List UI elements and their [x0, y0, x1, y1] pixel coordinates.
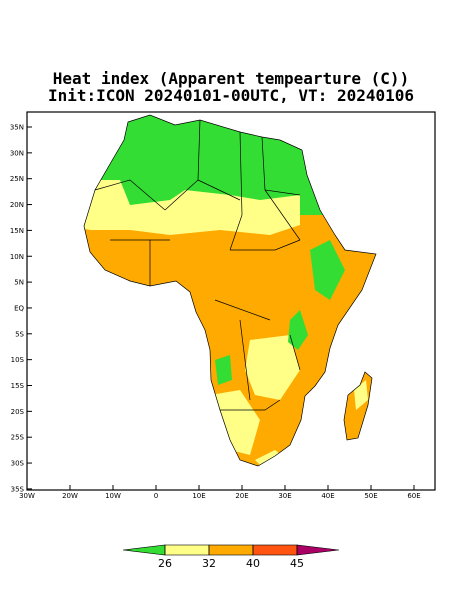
- colorbar-label: 32: [202, 557, 216, 570]
- colorbar-end: [296, 544, 340, 556]
- lon-label: 50E: [364, 492, 377, 500]
- lon-label: 10E: [192, 492, 205, 500]
- colorbar-label: 26: [158, 557, 172, 570]
- colorbar-label: 40: [246, 557, 260, 570]
- lat-label: 20N: [10, 201, 24, 209]
- lat-label: 25N: [10, 175, 24, 183]
- lon-label: 30E: [278, 492, 291, 500]
- map-frame: [26, 111, 436, 491]
- lat-label: 20S: [11, 408, 25, 416]
- lon-label: 20W: [62, 492, 78, 500]
- colorbar-end: [122, 544, 166, 556]
- lon-label: 0: [154, 492, 158, 500]
- colorbar-box: [164, 544, 210, 556]
- lon-label: 60E: [407, 492, 420, 500]
- lon-label: 30W: [19, 492, 35, 500]
- lat-label: 5S: [15, 330, 24, 338]
- lat-label: 5N: [14, 279, 24, 287]
- lon-label: 40E: [321, 492, 334, 500]
- lon-label: 20E: [235, 492, 248, 500]
- lat-label: 30N: [10, 149, 24, 157]
- title: Heat index (Apparent tempearture (C)): [53, 69, 409, 88]
- colorbar-box: [252, 544, 298, 556]
- lat-label: 10S: [11, 356, 25, 364]
- lat-label: 35S: [11, 485, 25, 493]
- africa-field: [84, 115, 376, 466]
- borders: [83, 114, 377, 467]
- lat-label: 25S: [11, 434, 25, 442]
- lat-label: 10N: [10, 253, 24, 261]
- lat-label: 30S: [11, 460, 25, 468]
- lat-label: 15N: [10, 227, 24, 235]
- lat-label: EQ: [14, 304, 24, 312]
- colorbar-box: [208, 544, 254, 556]
- lat-label: 15S: [11, 382, 25, 390]
- lat-label: 35N: [10, 124, 24, 132]
- subtitle: Init:ICON 20240101-00UTC, VT: 20240106: [48, 86, 414, 105]
- colorbar-label: 45: [290, 557, 304, 570]
- lon-label: 10W: [105, 492, 121, 500]
